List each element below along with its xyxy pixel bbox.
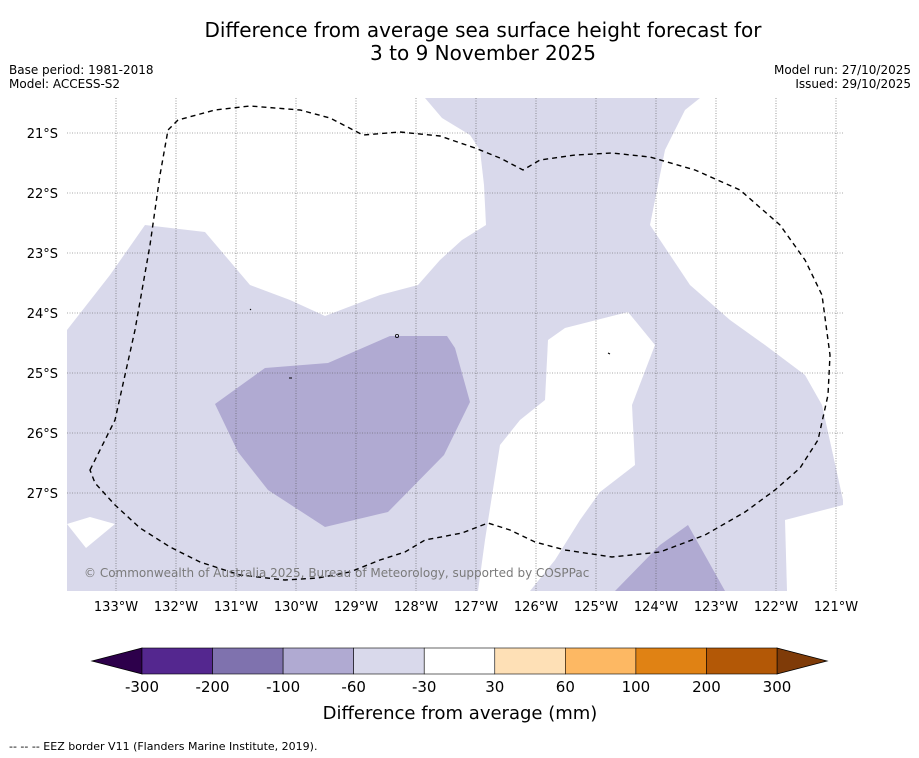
island-marker	[607, 352, 611, 355]
colorbar-label: Difference from average (mm)	[323, 703, 598, 724]
graticule	[67, 98, 843, 591]
lat-label: 21°S	[27, 127, 58, 142]
lat-label: 22°S	[27, 187, 58, 202]
colorbar-segments	[141, 647, 778, 675]
lon-label: 130°W	[274, 600, 318, 615]
colorbar-tick-label: 300	[763, 678, 792, 696]
colorbar-segment	[706, 647, 778, 675]
colorbar-tick-label: -30	[412, 678, 437, 696]
lon-label: 124°W	[634, 600, 678, 615]
anomaly-hole-southeast	[785, 505, 843, 591]
lon-label: 131°W	[214, 600, 258, 615]
colorbar-segment	[565, 647, 637, 675]
copyright-text: © Commonwealth of Australia 2025, Bureau…	[84, 566, 589, 580]
colorbar-tick-label: -200	[196, 678, 230, 696]
lon-label: 123°W	[694, 600, 738, 615]
colorbar-segment	[635, 647, 707, 675]
lat-label: 26°S	[27, 427, 58, 442]
lon-label: 126°W	[514, 600, 558, 615]
lon-labels: 133°W 132°W 131°W 130°W 129°W 128°W 127°…	[94, 600, 858, 615]
colorbar-tick-label: 30	[485, 678, 504, 696]
colorbar-tick-label: -100	[266, 678, 300, 696]
anomaly-hole-southwest	[67, 517, 115, 548]
colorbar-segment	[423, 647, 496, 675]
lon-label: 132°W	[154, 600, 198, 615]
lon-label: 133°W	[94, 600, 138, 615]
lon-label: 127°W	[454, 600, 498, 615]
colorbar-ticks: -300 -200 -100 -60 -30 30 60 100 200 300	[125, 678, 791, 696]
lat-label: 24°S	[27, 307, 58, 322]
lat-labels: 21°S 22°S 23°S 24°S 25°S 26°S 27°S	[27, 127, 58, 502]
colorbar-tick-label: 100	[622, 678, 651, 696]
colorbar-segment	[212, 647, 284, 675]
colorbar: -300 -200 -100 -60 -30 30 60 100 200 300 Differen…	[90, 647, 829, 724]
colorbar-extend-high	[776, 647, 829, 675]
issued-date: Issued: 29/10/2025	[795, 77, 911, 91]
colorbar-tick-label: 60	[556, 678, 575, 696]
colorbar-segment	[494, 647, 566, 675]
anomaly-region-medium-south	[615, 525, 725, 591]
lon-label: 128°W	[394, 600, 438, 615]
model-run: Model run: 27/10/2025	[773, 63, 911, 77]
colorbar-segment	[141, 647, 213, 675]
meta-left: Base period: 1981-2018 Model: ACCESS-S2	[9, 63, 154, 91]
anomaly-region-medium-center	[215, 336, 470, 527]
lon-label: 121°W	[814, 600, 858, 615]
lon-label: 122°W	[754, 600, 798, 615]
colorbar-tick-label: 200	[692, 678, 721, 696]
eez-legend: -- -- -- EEZ border V11 (Flanders Marine…	[9, 740, 318, 753]
lat-label: 23°S	[27, 247, 58, 262]
lat-label: 27°S	[27, 487, 58, 502]
chart-title: Difference from average sea surface heig…	[0, 19, 919, 65]
model-name: Model: ACCESS-S2	[9, 77, 121, 91]
base-period: Base period: 1981-2018	[9, 63, 154, 77]
title-line-2: 3 to 9 November 2025	[370, 41, 596, 65]
anomaly-hole-center	[478, 312, 655, 591]
title-line-1: Difference from average sea surface heig…	[204, 18, 762, 42]
island-marker	[394, 333, 399, 338]
anomaly-hole-north	[67, 98, 486, 330]
anomaly-hole-northeast	[650, 98, 843, 500]
colorbar-segment	[353, 647, 425, 675]
map-area: © Commonwealth of Australia 2025, Bureau…	[67, 98, 843, 591]
colorbar-tick-label: -300	[125, 678, 159, 696]
colorbar-extend-low	[90, 647, 143, 675]
eez-border	[89, 105, 831, 581]
meta-right: Model run: 27/10/2025 Issued: 29/10/2025	[774, 63, 911, 91]
colorbar-segment	[282, 647, 354, 675]
lon-label: 125°W	[574, 600, 618, 615]
lat-label: 25°S	[27, 367, 58, 382]
colorbar-tick-label: -60	[341, 678, 366, 696]
lon-label: 129°W	[334, 600, 378, 615]
island-marker	[249, 308, 252, 311]
